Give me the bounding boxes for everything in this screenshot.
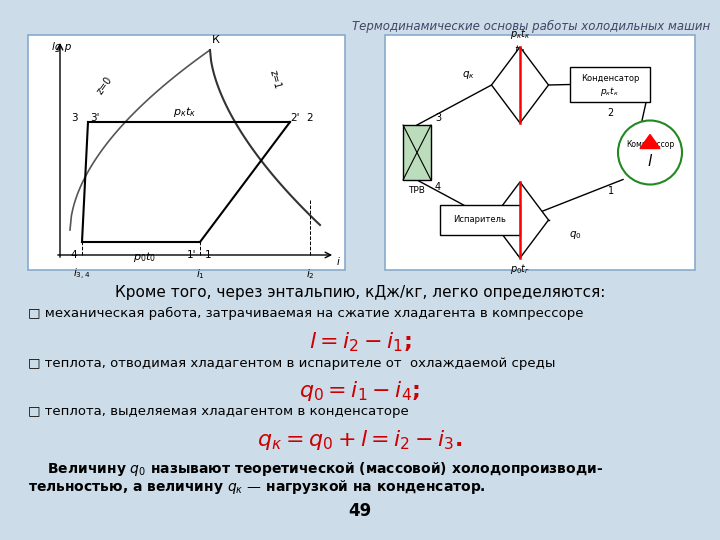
Text: ТРВ: ТРВ [408, 186, 426, 195]
Circle shape [618, 120, 682, 185]
Text: z=1: z=1 [268, 70, 282, 91]
Text: i: i [337, 257, 340, 267]
Text: Кроме того, через энтальпию, кДж/кг, легко определяются:: Кроме того, через энтальпию, кДж/кг, лег… [114, 285, 606, 300]
Text: 4: 4 [71, 250, 77, 260]
Text: Конденсатор: Конденсатор [581, 74, 639, 83]
Text: $q_\kappa = q_0 + l = i_2 - i_3$.: $q_\kappa = q_0 + l = i_2 - i_3$. [257, 428, 463, 452]
Text: $p_0 t_г$: $p_0 t_г$ [510, 262, 530, 276]
Text: z=0: z=0 [95, 74, 114, 96]
Text: 49: 49 [348, 502, 372, 520]
Text: 2: 2 [307, 113, 313, 123]
Text: $p_0 t_0$: $p_0 t_0$ [133, 250, 156, 264]
Text: $p_к t_к$: $p_к t_к$ [600, 85, 620, 98]
Text: $p_к t_к$: $p_к t_к$ [510, 27, 530, 41]
Polygon shape [640, 134, 660, 149]
Text: $i_2$: $i_2$ [305, 267, 315, 281]
Bar [403, 125, 431, 180]
Polygon shape [492, 47, 549, 123]
Text: тельностью, а величину $q_\kappa$ — нагрузкой на конденсатор.: тельностью, а величину $q_\kappa$ — нагр… [28, 478, 486, 496]
Text: 1': 1' [187, 250, 197, 260]
Text: Испаритель: Испаритель [454, 215, 506, 225]
Text: 3: 3 [435, 113, 441, 123]
FancyBboxPatch shape [28, 35, 345, 270]
Text: $t_н$: $t_н$ [514, 43, 526, 57]
Text: 2: 2 [608, 109, 614, 118]
Text: $l = i_2 - i_1$;: $l = i_2 - i_1$; [309, 330, 411, 354]
Bar [440, 205, 520, 235]
Text: 2': 2' [290, 113, 300, 123]
Text: 4: 4 [435, 182, 441, 192]
Text: Компрессор: Компрессор [626, 140, 674, 149]
Text: 3': 3' [90, 113, 100, 123]
Text: $q_0  = i_1 - i_4$;: $q_0 = i_1 - i_4$; [300, 379, 420, 403]
Polygon shape [492, 182, 549, 258]
Text: Термодинамические основы работы холодильных машин: Термодинамические основы работы холодиль… [352, 20, 710, 33]
Text: $q_к$: $q_к$ [462, 69, 474, 81]
Text: $l$: $l$ [647, 152, 653, 168]
Text: $i_1$: $i_1$ [196, 267, 204, 281]
Text: 1: 1 [204, 250, 211, 260]
Text: □ теплота, выделяемая хладагентом в конденсаторе: □ теплота, выделяемая хладагентом в конд… [28, 405, 409, 418]
FancyBboxPatch shape [385, 35, 695, 270]
Text: □ механическая работа, затрачиваемая на сжатие хладагента в компрессоре: □ механическая работа, затрачиваемая на … [28, 307, 583, 320]
Text: □ теплота, отводимая хладагентом в испарителе от  охлаждаемой среды: □ теплота, отводимая хладагентом в испар… [28, 357, 555, 370]
Text: 3: 3 [71, 113, 77, 123]
Text: $t_г$: $t_г$ [515, 246, 525, 260]
Text: $p_к t_к$: $p_к t_к$ [174, 105, 197, 119]
Text: $q_0$: $q_0$ [569, 229, 581, 241]
Bar [570, 67, 650, 102]
Text: $i_{3,4}$: $i_{3,4}$ [73, 267, 91, 282]
Text: К: К [212, 35, 220, 45]
Text: 1: 1 [608, 186, 614, 197]
Text: lg p: lg p [52, 42, 71, 52]
Text: Величину $q_0$ называют теоретической (массовой) холодопроизводи-: Величину $q_0$ называют теоретической (м… [28, 460, 603, 478]
